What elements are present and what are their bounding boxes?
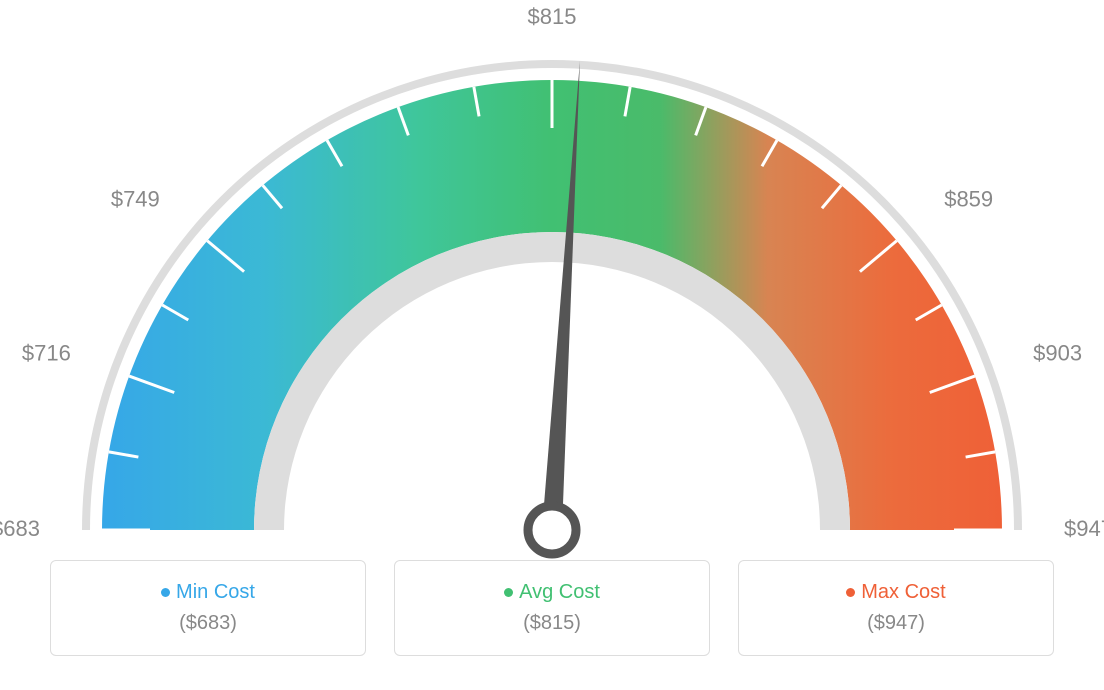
legend-max-cost: Max Cost ($947) <box>738 560 1054 656</box>
gauge-svg: $683 $716 $749 $815 $859 $903 $947 <box>0 0 1104 560</box>
legend-max-dot <box>846 588 855 597</box>
legend-min-title: Min Cost <box>161 581 255 604</box>
gauge-tick-label: $859 <box>944 187 993 212</box>
gauge-tick-label: $903 <box>1033 341 1082 366</box>
legend-max-value: ($947) <box>867 612 925 635</box>
gauge-chart: $683 $716 $749 $815 $859 $903 $947 <box>0 0 1104 560</box>
legend-avg-dot <box>504 588 513 597</box>
legend-min-cost: Min Cost ($683) <box>50 560 366 656</box>
legend-min-label: Min Cost <box>176 581 255 604</box>
legend-avg-label: Avg Cost <box>519 581 600 604</box>
legend-avg-title: Avg Cost <box>504 581 600 604</box>
legend-avg-cost: Avg Cost ($815) <box>394 560 710 656</box>
gauge-tick-label: $683 <box>0 516 40 541</box>
legend-max-label: Max Cost <box>861 581 945 604</box>
legend-avg-value: ($815) <box>523 612 581 635</box>
gauge-tick-label: $716 <box>22 341 71 366</box>
legend-min-dot <box>161 588 170 597</box>
gauge-tick-label: $815 <box>528 4 577 29</box>
gauge-tick-label: $749 <box>111 187 160 212</box>
legend-min-value: ($683) <box>179 612 237 635</box>
legend-max-title: Max Cost <box>846 581 945 604</box>
legend-row: Min Cost ($683) Avg Cost ($815) Max Cost… <box>0 560 1104 656</box>
gauge-hub <box>528 506 576 554</box>
gauge-tick-label: $947 <box>1064 516 1104 541</box>
